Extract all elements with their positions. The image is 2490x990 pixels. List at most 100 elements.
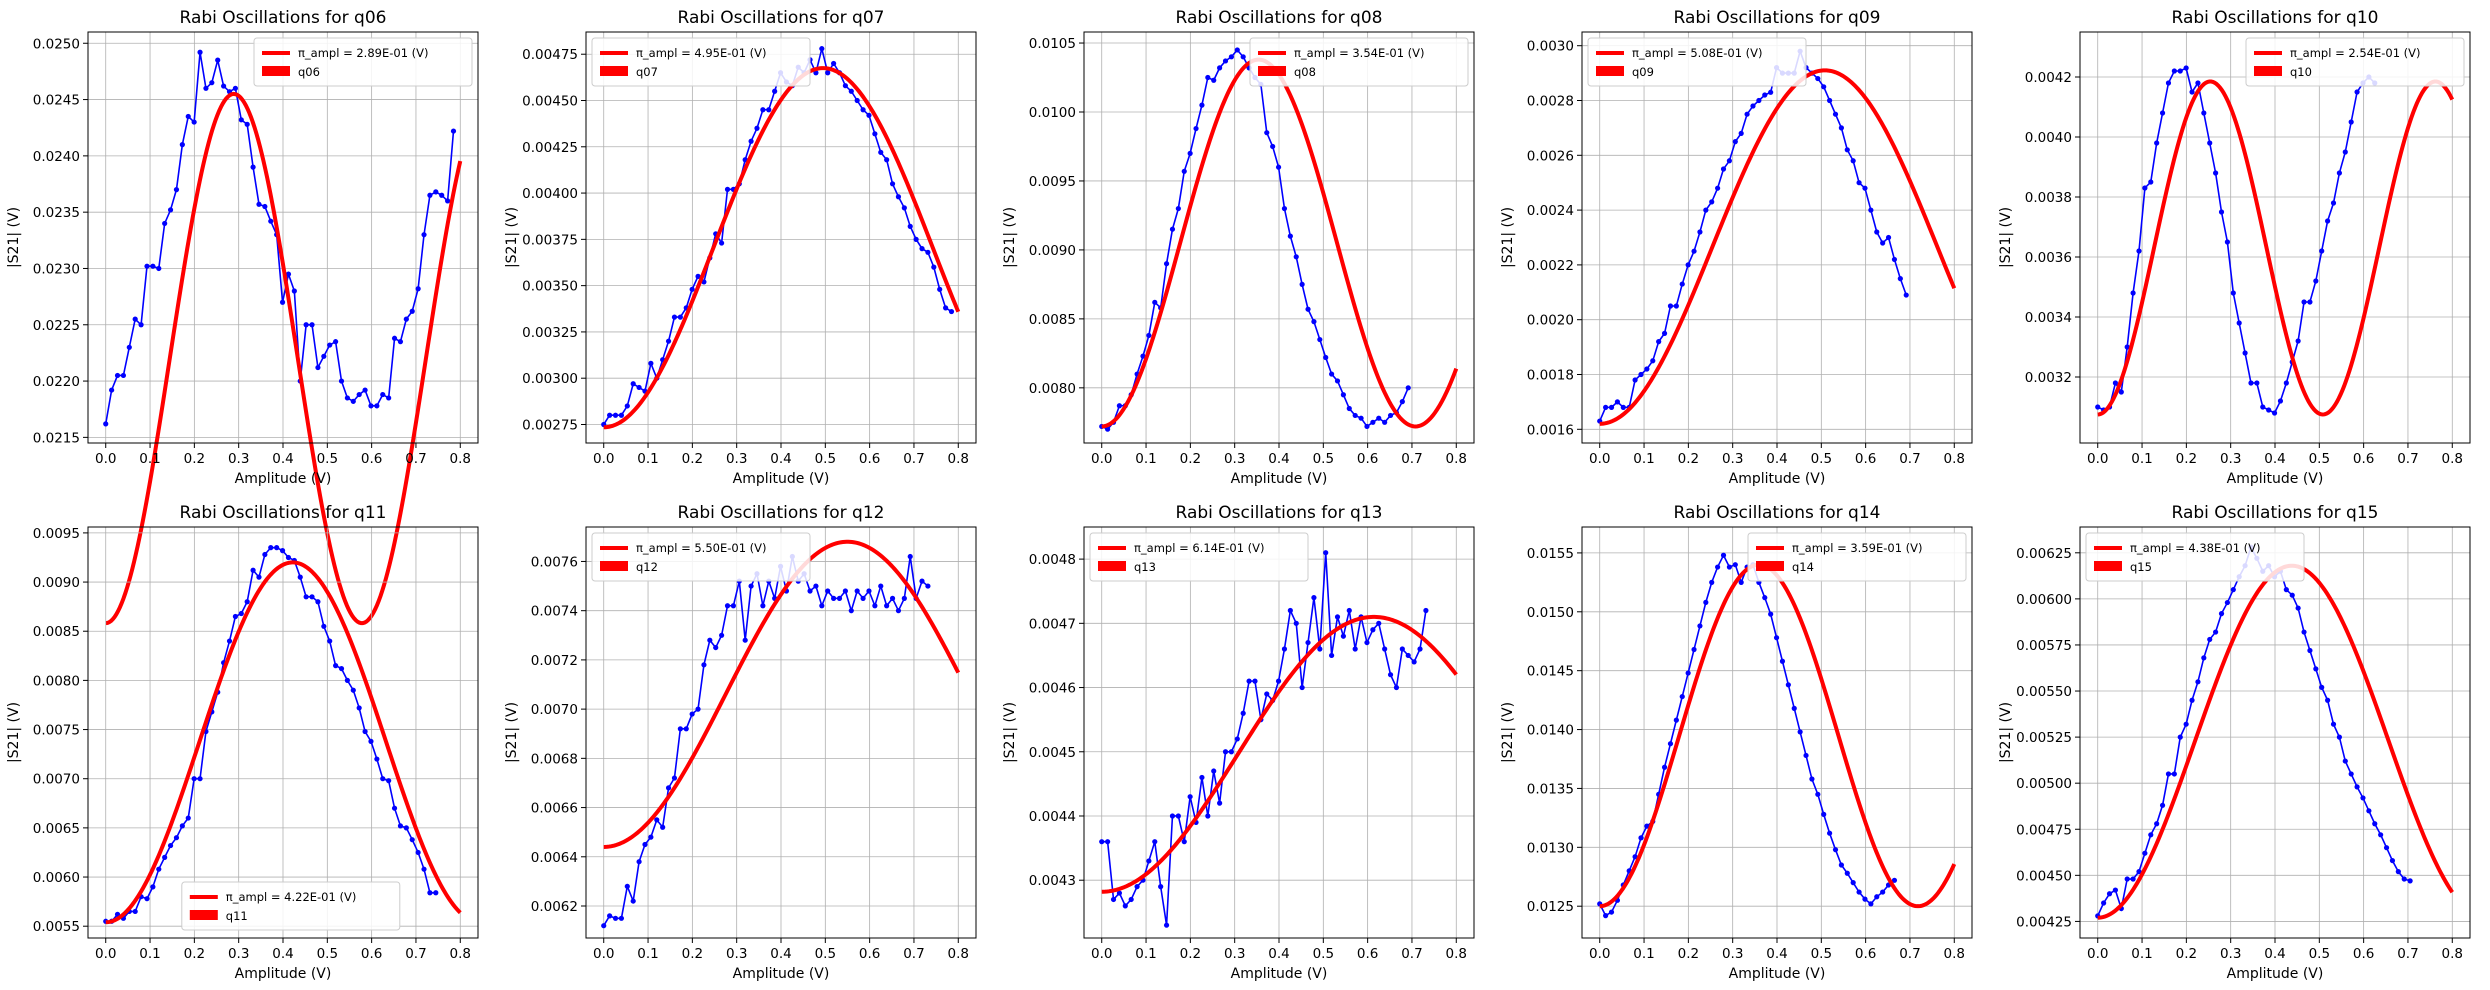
data-point <box>268 218 274 224</box>
y-axis-label: |S21| (V) <box>1500 702 1516 763</box>
data-point <box>724 603 731 609</box>
x-tick-label: 0.1 <box>1633 946 1654 962</box>
data-point <box>1632 377 1638 383</box>
data-point <box>1334 378 1341 384</box>
data-point <box>1163 261 1170 267</box>
data-point <box>1399 399 1405 405</box>
data-point <box>1152 299 1158 305</box>
data-point <box>2112 380 2119 386</box>
x-tick-label: 0.3 <box>1722 946 1743 962</box>
y-tick-label: 0.0135 <box>1527 781 1574 797</box>
data-point <box>2101 900 2107 906</box>
data-point <box>2236 320 2242 326</box>
data-point <box>807 588 813 594</box>
data-point <box>2313 666 2319 672</box>
data-point <box>1181 839 1187 845</box>
data-point <box>368 403 374 409</box>
y-tick-label: 0.0055 <box>33 919 80 935</box>
data-point <box>2207 140 2213 146</box>
data-point <box>2266 407 2272 413</box>
data-point <box>630 898 636 904</box>
data-point <box>1169 226 1176 232</box>
data-point <box>772 88 778 94</box>
data-point <box>2271 410 2278 416</box>
data-point <box>948 308 955 315</box>
data-point <box>654 817 660 823</box>
data-point <box>1116 890 1123 896</box>
data-point <box>2183 65 2189 71</box>
y-tick-label: 0.0085 <box>33 624 80 640</box>
data-point <box>624 403 630 409</box>
data-point <box>2319 248 2325 254</box>
data-point <box>937 286 943 292</box>
data-point <box>1880 889 1886 895</box>
data-point <box>2336 170 2342 176</box>
data-point <box>618 412 625 418</box>
data-point <box>1844 870 1850 876</box>
y-tick-label: 0.00375 <box>522 232 578 248</box>
data-point <box>1715 564 1721 570</box>
data-point <box>724 186 731 192</box>
data-point <box>309 322 315 328</box>
legend-box <box>1747 532 1967 582</box>
x-tick-label: 0.5 <box>317 946 338 962</box>
data-point <box>2395 869 2401 875</box>
data-point <box>1311 595 1317 601</box>
data-series-line <box>603 556 929 927</box>
data-point <box>1821 811 1827 817</box>
data-point <box>232 613 238 620</box>
y-tick-label: 0.0016 <box>1527 422 1574 438</box>
subplot-6: 0.0 0.1 0.2 0.3 0.4 0.5 0.6 0.7 0.8 0.0055 0.0060 0… <box>0 495 498 990</box>
y-tick-label: 0.0070 <box>33 772 80 788</box>
y-tick-label: 0.0085 <box>1029 312 1076 328</box>
data-point <box>1222 749 1229 755</box>
data-point <box>262 551 268 558</box>
data-point <box>1175 813 1181 819</box>
data-point <box>1423 607 1429 614</box>
data-point <box>2195 80 2201 86</box>
data-point <box>1762 92 1768 98</box>
data-point <box>238 610 244 617</box>
subplot-svg: 0.0 0.1 0.2 0.3 0.4 0.5 0.6 0.7 0.8 0.0055 0.0060 0… <box>6 503 479 982</box>
x-tick-label: 0.0 <box>1589 946 1610 962</box>
legend-data-swatch <box>1596 66 1624 76</box>
fit-curve <box>603 539 961 849</box>
y-tick-label: 0.0074 <box>531 604 578 620</box>
data-point <box>1738 579 1744 585</box>
data-point <box>1293 620 1299 626</box>
data-point <box>1240 54 1246 60</box>
data-point <box>333 663 339 669</box>
grid <box>1084 527 1474 938</box>
data-point <box>1376 620 1382 626</box>
x-tick-label: 0.8 <box>948 451 969 467</box>
data-series-line <box>2097 66 2376 415</box>
data-point <box>895 194 902 200</box>
x-tick-label: 0.4 <box>1766 946 1787 962</box>
data-point <box>1697 623 1703 629</box>
data-point <box>391 805 398 811</box>
data-point <box>612 915 619 921</box>
data-point <box>356 391 362 398</box>
y-tick-label: 0.00425 <box>2016 914 2072 930</box>
data-point <box>1181 168 1187 174</box>
data-point <box>2295 338 2301 344</box>
data-point <box>309 594 315 600</box>
data-point <box>103 421 109 427</box>
data-point <box>2130 290 2136 296</box>
x-tick-label: 0.2 <box>682 946 703 962</box>
data-point <box>274 545 280 551</box>
data-point <box>2360 795 2366 801</box>
data-point <box>1270 143 1276 150</box>
data-point <box>120 372 127 379</box>
y-tick-label: 0.00500 <box>2016 776 2072 792</box>
y-tick-label: 0.0125 <box>1527 899 1574 915</box>
data-point <box>1709 199 1715 205</box>
data-point <box>1856 180 1862 186</box>
x-tick-label: 0.1 <box>1135 946 1156 962</box>
legend-data-label: q12 <box>636 560 658 574</box>
data-point <box>1650 358 1656 364</box>
y-tick-label: 0.0046 <box>1029 681 1076 697</box>
data-point <box>1205 74 1211 81</box>
x-tick-label: 0.1 <box>637 946 658 962</box>
subplot-title: Rabi Oscillations for q10 <box>2172 8 2379 28</box>
